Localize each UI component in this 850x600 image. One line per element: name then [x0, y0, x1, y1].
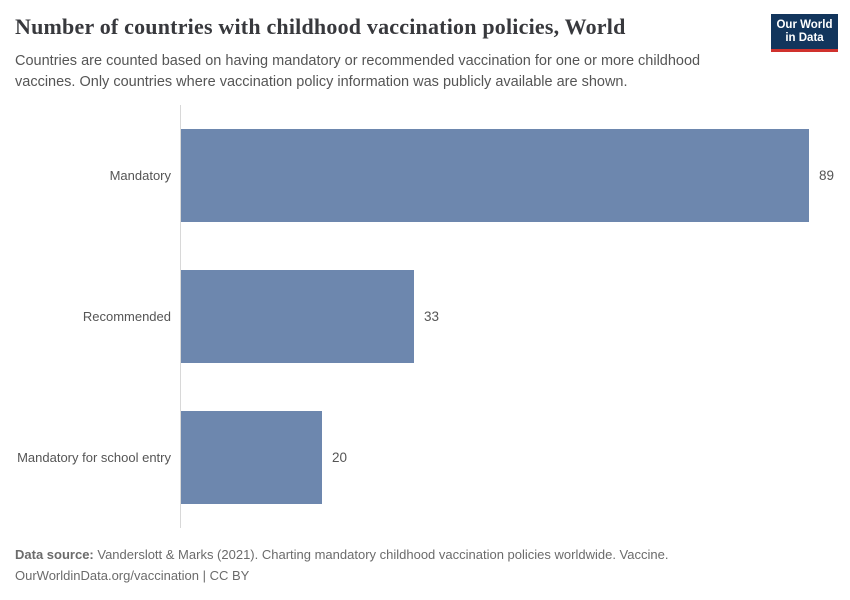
chart-subtitle: Countries are counted based on having ma… — [15, 53, 701, 91]
category-label: Mandatory for school entry — [17, 450, 171, 465]
bar-zone: 89 — [180, 105, 838, 246]
page-title: Number of countries with childhood vacci… — [15, 14, 626, 39]
value-label: 89 — [819, 168, 835, 183]
chart-footer: Data source: Vanderslott & Marks (2021).… — [15, 545, 835, 587]
category-label: Recommended — [82, 309, 171, 324]
bar-zone: 20 — [180, 387, 838, 528]
bar[interactable] — [181, 270, 414, 363]
value-label: 33 — [424, 309, 440, 324]
chart-row: Mandatory 89 — [10, 105, 838, 246]
data-source-text: Vanderslott & Marks (2021). Charting man… — [93, 547, 669, 562]
chart-row: Mandatory for school entry 20 — [10, 387, 838, 528]
value-label: 20 — [332, 450, 348, 465]
license-line: OurWorldinData.org/vaccination | CC BY — [15, 567, 250, 583]
bar[interactable] — [181, 129, 809, 222]
data-source-line: Data source: Vanderslott & Marks (2021).… — [15, 545, 835, 566]
bar-chart: Mandatory 89 Recommended 33 Mandatory for sc… — [10, 105, 838, 528]
chart-row: Recommended 33 — [10, 246, 838, 387]
chart-rows: Mandatory 89 Recommended 33 Mandatory for sc… — [10, 105, 838, 528]
logo-line-2: in Data — [785, 32, 824, 45]
category-label: Mandatory — [109, 168, 171, 183]
bar-zone: 33 — [180, 246, 838, 387]
bar[interactable] — [181, 411, 322, 504]
owid-logo[interactable]: Our World in Data — [771, 14, 838, 53]
logo-line-1: Our World — [776, 19, 833, 31]
data-source-label: Data source: — [15, 547, 94, 562]
chart-header: Number of countries with childhood vacci… — [15, 14, 737, 93]
